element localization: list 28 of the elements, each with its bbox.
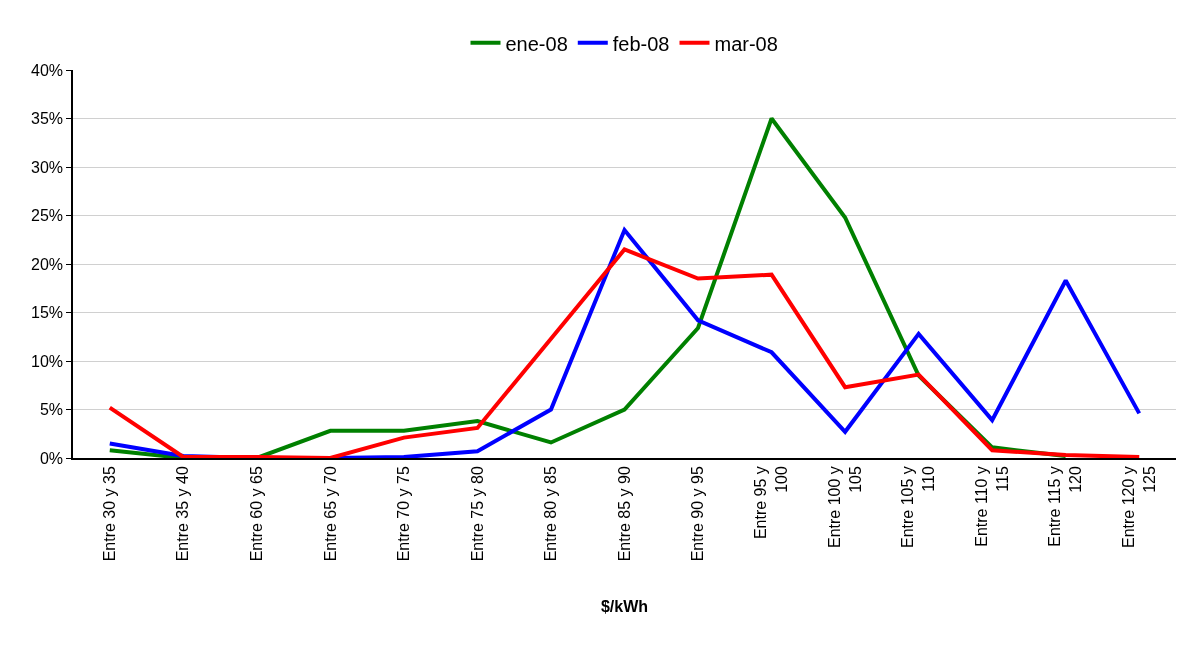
x-tick-label: Entre 75 y 80: [468, 466, 486, 562]
y-tick-label: 35%: [31, 110, 64, 128]
x-tick-label: Entre 95 y 100: [752, 466, 791, 540]
legend-label: feb-08: [612, 32, 670, 55]
x-tick-label: Entre 35 y 40: [174, 466, 192, 562]
x-tick-label: Entre 100 y 105: [825, 466, 864, 548]
x-tick-label: Entre 80 y 85: [542, 466, 560, 562]
y-tick-label: 20%: [31, 255, 64, 273]
y-tick-label: 40%: [31, 61, 64, 79]
y-tick-label: 25%: [31, 207, 64, 225]
x-tick-label: Entre 30 y 35: [100, 466, 118, 562]
y-tick-label: 30%: [31, 158, 64, 176]
x-tick-label: Entre 70 y 75: [395, 466, 413, 562]
x-tick-label: Entre 115 y 120: [1046, 466, 1085, 547]
x-tick-label: Entre 110 y 115: [972, 466, 1011, 547]
y-tick-label: 10%: [31, 352, 64, 370]
x-axis-title: $/kWh: [600, 597, 649, 615]
y-tick-label: 0%: [39, 449, 64, 467]
x-tick-label: Entre 65 y 70: [321, 466, 339, 562]
legend-label: mar-08: [714, 32, 778, 55]
y-tick-label: 15%: [31, 304, 64, 322]
y-tick-label: 5%: [39, 401, 64, 419]
x-tick-label: Entre 105 y 110: [899, 466, 938, 548]
x-tick-label: Entre 60 y 65: [248, 466, 266, 562]
x-tick-label: Entre 90 y 95: [689, 466, 707, 562]
x-tick-label: Entre 120 y 125: [1120, 466, 1158, 548]
x-tick-label: Entre 85 y 90: [615, 466, 633, 562]
legend-label: ene-08: [505, 32, 568, 55]
